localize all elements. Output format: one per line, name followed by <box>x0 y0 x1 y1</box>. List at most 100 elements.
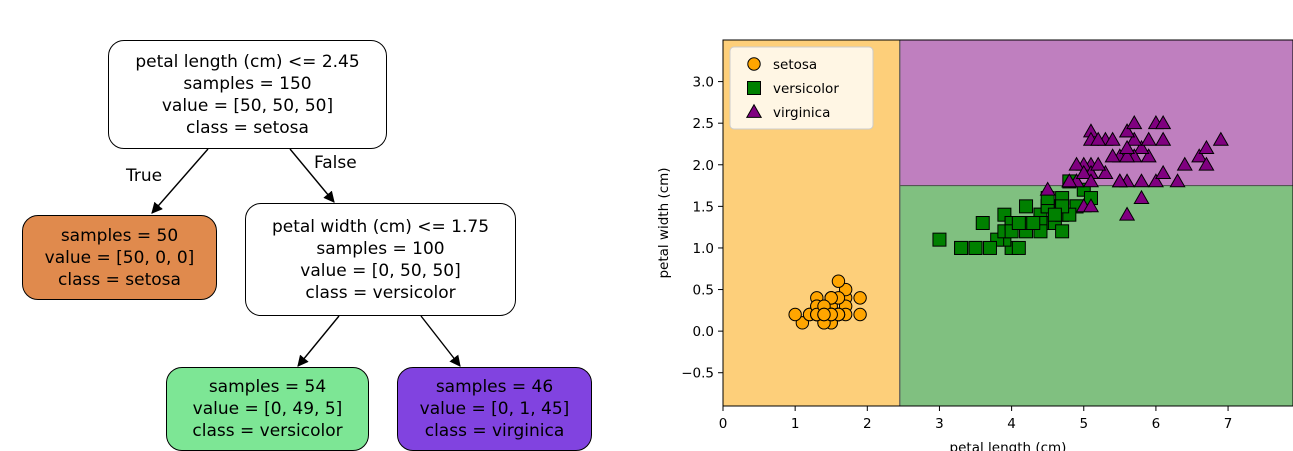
data-point-virginica <box>1104 131 1121 146</box>
edge-label-true: True <box>126 166 163 186</box>
x-tick-label: 7 <box>1224 416 1233 432</box>
plot-legend: setosa versicolor virginica <box>729 46 874 130</box>
data-point-virginica <box>1082 198 1100 213</box>
data-point-setosa <box>853 307 867 322</box>
edge-root-to-left-leaf <box>151 148 209 214</box>
node-line: class = versicolor <box>305 282 456 303</box>
data-point-setosa <box>853 291 867 305</box>
legend-marker-virginica <box>745 103 763 118</box>
node-line: value = [50, 0, 0] <box>44 247 195 268</box>
legend-box <box>729 46 874 130</box>
data-point-virginica <box>1104 148 1121 163</box>
data-point-virginica <box>1155 164 1172 179</box>
node-line: value = [0, 50, 50] <box>300 260 461 281</box>
y-axis-ticks: −0.5 0.0 0.5 1.0 1.5 2.0 2.5 3.0 <box>681 75 723 382</box>
node-line: value = [50, 50, 50] <box>161 95 334 116</box>
data-point-versicolor <box>1011 216 1026 230</box>
data-point-versicolor <box>968 240 983 255</box>
data-point-virginica <box>1191 148 1208 163</box>
data-point-virginica <box>1111 173 1128 188</box>
axes-frame <box>722 39 1293 407</box>
data-point-versicolor <box>1055 224 1070 239</box>
tree-node-virginica-leaf: samples = 46 value = [0, 1, 45] class = … <box>397 367 592 451</box>
data-point-virginica <box>1068 156 1085 171</box>
data-point-setosa <box>817 307 831 322</box>
data-point-virginica <box>1133 189 1150 204</box>
data-point-virginica <box>1097 164 1114 179</box>
node-line: class = versicolor <box>192 421 343 441</box>
data-point-virginica <box>1061 173 1078 188</box>
tree-node-petal-width-split: petal width (cm) <= 1.75 samples = 100 v… <box>245 203 516 316</box>
tree-node-root: petal length (cm) <= 2.45 samples = 150 … <box>108 40 387 149</box>
decision-boundary-scatter-plot: 0 1 2 3 4 5 6 7 −0.5 0.0 0.5 1.0 1.5 2.0 2.5 3.0 petal… <box>656 39 1293 451</box>
y-tick-label: 3.0 <box>693 75 714 91</box>
y-axis-label: petal width (cm) <box>656 167 672 278</box>
x-axis-label: petal length (cm) <box>950 440 1067 451</box>
y-tick-label: 2.0 <box>693 158 714 174</box>
node-line: samples = 100 <box>316 238 445 259</box>
data-point-virginica <box>1147 173 1164 188</box>
node-line: samples = 46 <box>435 377 554 397</box>
node-line: class = setosa <box>186 117 309 138</box>
data-point-virginica <box>1198 156 1215 171</box>
x-axis-ticks: 0 1 2 3 4 5 6 7 <box>719 406 1233 432</box>
data-point-virginica <box>1140 148 1157 163</box>
data-point-versicolor <box>1011 240 1026 255</box>
y-tick-label: 0.0 <box>693 324 714 340</box>
decision-tree-diagram: petal length (cm) <= 2.45 samples = 150 … <box>0 0 620 451</box>
decision-region-versicolor <box>899 185 1293 406</box>
x-tick-label: 0 <box>719 416 728 432</box>
node-line: value = [0, 1, 45] <box>419 399 570 419</box>
data-point-setosa <box>788 307 802 322</box>
data-point-virginica <box>1212 131 1229 146</box>
data-point-versicolor <box>954 240 969 255</box>
data-point-versicolor <box>932 232 947 247</box>
y-tick-label: 2.5 <box>693 116 714 132</box>
data-point-virginica <box>1176 156 1193 171</box>
edge-split-to-virginica-leaf <box>420 315 461 367</box>
legend-label-virginica: virginica <box>773 105 830 121</box>
data-point-versicolor <box>982 240 997 255</box>
x-tick-label: 3 <box>935 416 944 432</box>
tree-node-setosa-leaf: samples = 50 value = [50, 0, 0] class = … <box>22 215 217 300</box>
data-point-versicolor <box>975 216 990 230</box>
y-tick-label: 1.0 <box>693 241 714 257</box>
data-point-virginica <box>1140 131 1157 146</box>
data-point-versicolor <box>1026 216 1041 230</box>
x-tick-label: 2 <box>863 416 872 432</box>
legend-marker-versicolor <box>747 81 761 95</box>
data-point-virginica <box>1126 114 1143 130</box>
x-tick-label: 5 <box>1079 416 1088 432</box>
data-point-virginica <box>1075 164 1092 179</box>
y-tick-label: −0.5 <box>681 366 714 382</box>
y-tick-label: 1.5 <box>693 199 714 215</box>
y-tick-label: 0.5 <box>693 283 714 299</box>
data-point-virginica <box>1039 181 1056 196</box>
data-point-virginica <box>1090 156 1107 171</box>
node-line: petal width (cm) <= 1.75 <box>271 216 490 237</box>
legend-label-versicolor: versicolor <box>773 81 839 97</box>
data-point-versicolor <box>1047 207 1062 222</box>
node-line: class = virginica <box>424 421 565 441</box>
legend-label-setosa: setosa <box>773 57 817 73</box>
data-point-virginica <box>1118 148 1136 163</box>
data-point-versicolor <box>1019 199 1034 214</box>
data-point-virginica <box>1155 131 1172 146</box>
x-tick-label: 4 <box>1007 416 1016 432</box>
data-point-virginica <box>1118 123 1136 138</box>
scatter-points <box>788 114 1229 330</box>
data-point-virginica <box>1198 139 1215 155</box>
data-point-virginica <box>1133 173 1150 188</box>
data-point-virginica <box>1133 139 1150 155</box>
node-line: samples = 54 <box>208 377 327 397</box>
tree-node-versicolor-leaf: samples = 54 value = [0, 49, 5] class = … <box>166 367 369 451</box>
data-point-setosa <box>831 274 846 288</box>
data-point-virginica <box>1155 114 1172 130</box>
data-point-virginica <box>1082 173 1100 188</box>
edge-root-to-right-split <box>289 148 335 203</box>
data-point-virginica <box>1090 131 1107 146</box>
node-line: samples = 50 <box>60 225 179 246</box>
edge-label-false: False <box>314 153 357 173</box>
data-point-virginica <box>1169 173 1186 188</box>
legend-marker-setosa <box>747 57 761 71</box>
